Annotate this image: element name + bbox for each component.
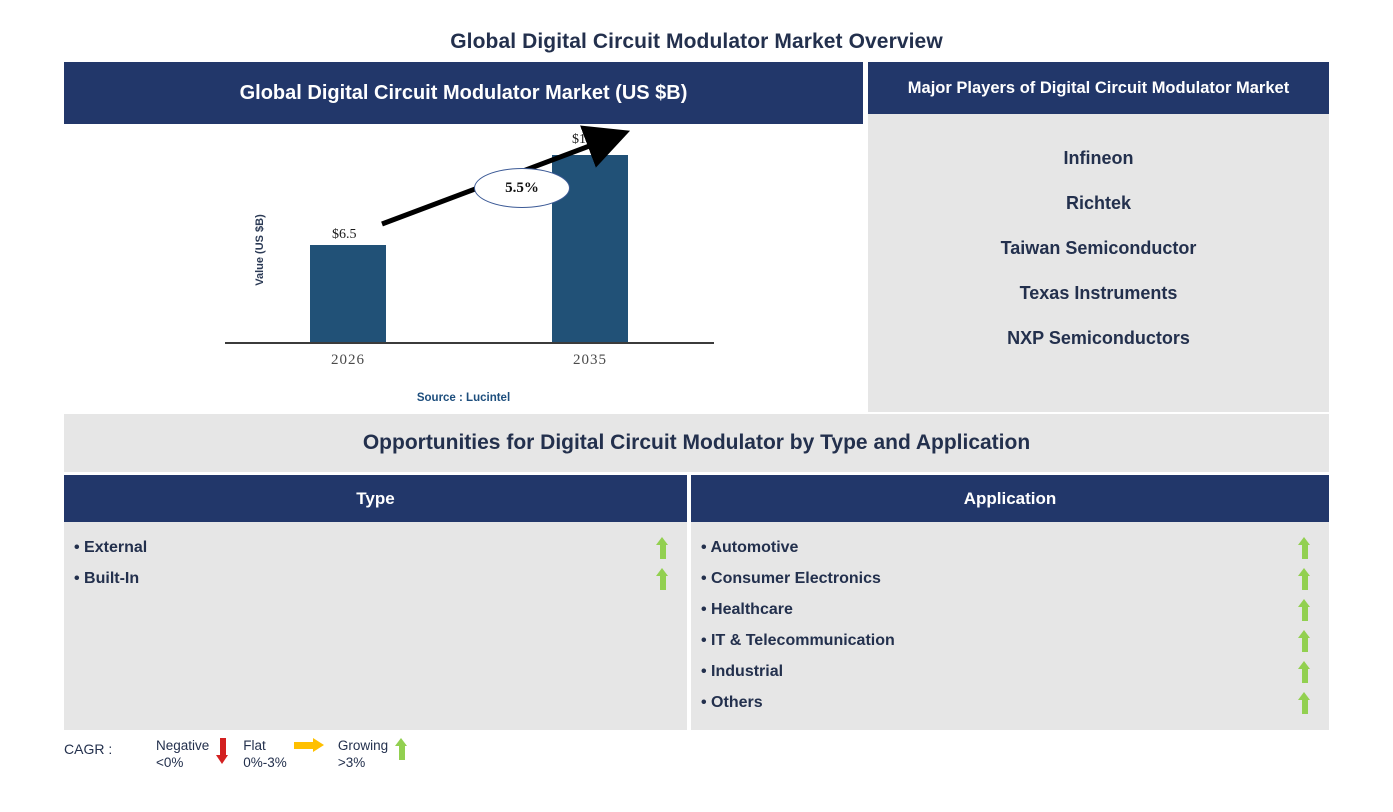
list-item: NXP Semiconductors: [1007, 328, 1190, 348]
arrow-up-icon: [1298, 567, 1311, 590]
chart-panel-header: Global Digital Circuit Modulator Market …: [64, 62, 863, 124]
application-list: • Automotive • Consumer Electronics • He…: [691, 522, 1329, 718]
x-tick-2026: 2026: [331, 352, 365, 368]
list-item: • Healthcare: [691, 594, 1329, 625]
list-item: • Built-In: [64, 563, 687, 594]
arrow-up-icon: [1298, 629, 1311, 652]
x-tick-2035: 2035: [573, 352, 607, 368]
legend-growing-range: >3%: [337, 754, 366, 770]
application-item-label: • IT & Telecommunication: [701, 631, 895, 649]
application-item-label: • Consumer Electronics: [701, 569, 881, 587]
application-item-label: • Automotive: [701, 538, 799, 556]
arrow-up-icon: [656, 536, 669, 559]
major-players-panel: Major Players of Digital Circuit Modulat…: [868, 62, 1329, 412]
list-item: Richtek: [1065, 193, 1132, 213]
arrow-up-icon: [1298, 536, 1311, 559]
list-item: • Industrial: [691, 656, 1329, 687]
legend-flat-name: Flat: [243, 738, 266, 753]
application-item-label: • Industrial: [701, 662, 784, 680]
arrow-up-icon: [1298, 691, 1311, 714]
arrow-down-icon: [216, 738, 229, 764]
arrow-up-icon: [395, 738, 408, 760]
application-item-label: • Healthcare: [701, 600, 793, 618]
list-item: • Others: [691, 687, 1329, 718]
players-panel-header: Major Players of Digital Circuit Modulat…: [868, 62, 1329, 114]
cagr-callout: 5.5%: [474, 168, 570, 208]
page-title: Global Digital Circuit Modulator Market …: [450, 30, 943, 53]
list-item: • IT & Telecommunication: [691, 625, 1329, 656]
list-item: Texas Instruments: [1019, 283, 1178, 303]
type-item-label: • External: [74, 538, 148, 556]
legend-negative-name: Negative: [156, 738, 210, 753]
cagr-trend-arrow-icon: [381, 125, 631, 227]
chart-source: Source : Lucintel: [416, 392, 511, 404]
arrow-up-icon: [1298, 598, 1311, 621]
type-column-header: Type: [64, 475, 687, 522]
list-item: • External: [64, 532, 687, 563]
bar-value-2026: $6.5: [332, 227, 357, 242]
list-item: Taiwan Semiconductor: [1000, 238, 1197, 258]
players-list: Infineon Richtek Taiwan Semiconductor Te…: [868, 114, 1329, 412]
market-chart-panel: Global Digital Circuit Modulator Market …: [64, 62, 863, 412]
legend-item-growing: Growing >3%: [338, 738, 408, 772]
legend-title: CAGR :: [64, 741, 113, 757]
bar-2026: [310, 245, 386, 342]
legend-flat-range: 0%-3%: [243, 754, 287, 770]
legend-item-negative: Negative <0%: [156, 738, 229, 772]
list-item: • Automotive: [691, 532, 1329, 563]
type-list: • External • Built-In: [64, 522, 687, 594]
opportunities-banner: Opportunities for Digital Circuit Modula…: [64, 414, 1329, 472]
legend-growing-name: Growing: [337, 738, 389, 753]
legend-item-flat: Flat 0%-3%: [243, 738, 324, 772]
type-column: Type • External • Built-In: [64, 475, 687, 730]
arrow-right-icon: [293, 738, 324, 752]
list-item: Infineon: [1063, 148, 1134, 168]
application-column: Application • Automotive • Consumer Elec…: [691, 475, 1329, 730]
bar-chart: Value (US $B) $6.5 $13.2 2026 2035 5.5% …: [64, 124, 863, 412]
x-axis-line: [225, 342, 714, 344]
arrow-up-icon: [656, 567, 669, 590]
cagr-legend: CAGR : Negative <0% Flat 0%-3% Growing >…: [64, 738, 422, 772]
type-item-label: • Built-In: [74, 569, 140, 587]
list-item: • Consumer Electronics: [691, 563, 1329, 594]
legend-negative-range: <0%: [156, 754, 184, 770]
application-column-header: Application: [691, 475, 1329, 522]
arrow-up-icon: [1298, 660, 1311, 683]
application-item-label: • Others: [701, 693, 763, 711]
